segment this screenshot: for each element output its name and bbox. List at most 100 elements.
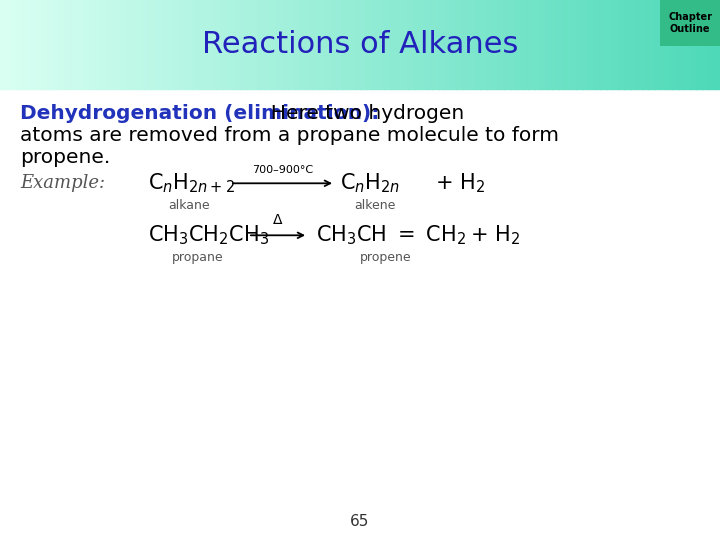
Bar [180,0,187,89]
Bar [420,0,428,89]
Bar [294,0,302,89]
Bar [96,0,104,89]
Bar [66,0,73,89]
Bar [252,0,259,89]
Bar [312,0,320,89]
Bar [54,0,61,89]
Bar [480,0,487,89]
Text: Example:: Example: [20,174,105,192]
Bar [330,0,338,89]
Bar [582,0,590,89]
Bar [426,0,433,89]
Bar [342,0,349,89]
Bar [228,0,235,89]
Bar [606,0,613,89]
Bar [666,0,673,89]
Bar [354,0,361,89]
Bar [36,0,43,89]
Bar [492,0,500,89]
Bar [684,0,691,89]
Bar [564,0,572,89]
Bar [654,0,662,89]
Bar [210,0,217,89]
Bar [6,0,14,89]
Bar [558,0,565,89]
Bar [60,0,68,89]
Bar [528,0,536,89]
Bar [642,0,649,89]
Bar [42,0,50,89]
Bar [318,0,325,89]
Bar [624,0,631,89]
Bar [48,0,55,89]
Bar [108,0,115,89]
Bar [588,0,595,89]
Bar [306,0,313,89]
Bar [264,0,271,89]
Bar [702,0,709,89]
Bar [648,0,655,89]
Bar [438,0,446,89]
Text: alkane: alkane [168,199,210,212]
Bar [708,0,716,89]
Bar [360,0,367,89]
Bar [396,0,403,89]
Bar [504,0,511,89]
Text: $\mathrm{C}_n\mathrm{H}_{2n+2}$: $\mathrm{C}_n\mathrm{H}_{2n+2}$ [148,172,235,195]
Bar [552,0,559,89]
Bar [192,0,199,89]
Bar [204,0,212,89]
Bar [510,0,518,89]
Bar [132,0,140,89]
Bar [216,0,223,89]
Bar [90,0,97,89]
Text: atoms are removed from a propane molecule to form: atoms are removed from a propane molecul… [20,126,559,145]
Bar [402,0,410,89]
Bar [408,0,415,89]
Bar [258,0,266,89]
Text: 65: 65 [351,515,369,530]
Bar [414,0,421,89]
Bar [444,0,451,89]
Bar [300,0,307,89]
Bar [174,0,181,89]
Bar [456,0,464,89]
Text: alkene: alkene [354,199,396,212]
Bar [186,0,194,89]
Bar [282,0,289,89]
Bar [234,0,241,89]
Text: Here two hydrogen: Here two hydrogen [258,104,464,123]
Bar [156,0,163,89]
Bar [126,0,133,89]
Bar [516,0,523,89]
Bar [612,0,619,89]
Bar [618,0,626,89]
Bar [120,0,127,89]
Bar [270,0,277,89]
Bar [534,0,541,89]
Bar [324,0,331,89]
Bar [276,0,284,89]
Bar [30,0,37,89]
Bar [222,0,230,89]
Bar [18,0,25,89]
Bar [378,0,385,89]
Bar [660,0,720,46]
Bar [78,0,86,89]
Bar [672,0,680,89]
Bar [168,0,176,89]
Bar [0,0,7,89]
Bar [576,0,583,89]
Bar [102,0,109,89]
Bar [24,0,32,89]
Bar [114,0,122,89]
Bar [162,0,169,89]
Bar [660,0,667,89]
Bar [390,0,397,89]
Bar [696,0,703,89]
Text: Reactions of Alkanes: Reactions of Alkanes [202,30,518,59]
Text: Chapter
Outline: Chapter Outline [668,12,712,34]
Bar [636,0,644,89]
Bar [372,0,379,89]
Bar [144,0,151,89]
